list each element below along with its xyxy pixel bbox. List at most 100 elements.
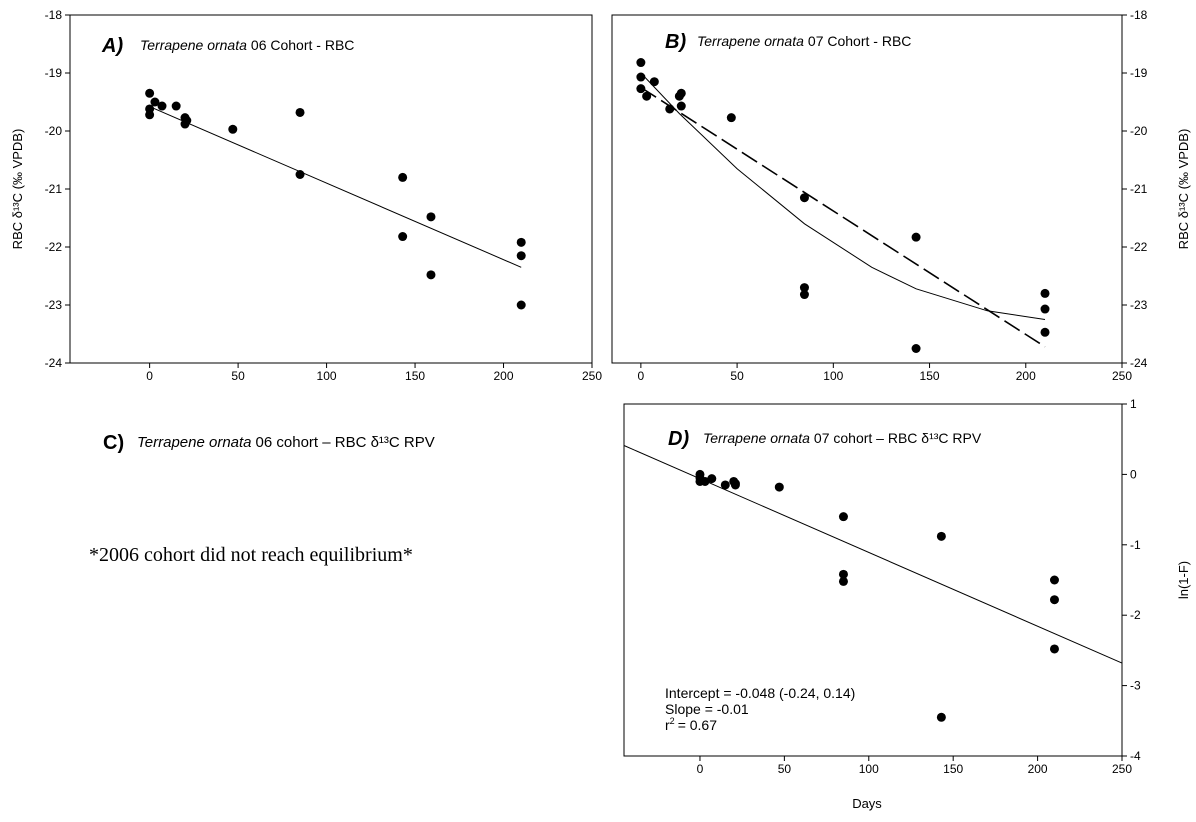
panel-a-marks: 0 50 100 150 200 250 -24 -23 -22 -21 -20 -19 -18 (45, 8, 603, 383)
x-tick-label: 200 (1016, 369, 1036, 383)
panel-d-species: Terrapene ornata (703, 430, 810, 446)
x-tick-label: 200 (494, 369, 514, 383)
y-tick-label: -18 (1130, 8, 1148, 22)
panel-d-ylabel: ln(1-F) (1176, 561, 1191, 599)
data-point (676, 88, 686, 98)
y-tick-label: -3 (1130, 679, 1141, 693)
data-point (1040, 327, 1050, 337)
y-tick-label: -24 (1130, 356, 1148, 370)
data-point (426, 270, 436, 280)
x-tick-label: 150 (920, 369, 940, 383)
fit-line-linear (640, 86, 1046, 348)
x-tick-label: 0 (638, 369, 645, 383)
y-tick-label: -1 (1130, 538, 1141, 552)
y-tick-label: -21 (1130, 182, 1148, 196)
data-point (182, 116, 192, 126)
data-point (676, 101, 686, 111)
panel-d-marks: 0 50 100 150 200 250-4 -3 -2 -1 0 1 (623, 397, 1141, 776)
fit-line-exponential (640, 72, 1046, 320)
x-tick-label: 150 (943, 762, 963, 776)
panel-d-title: Terrapene ornata 07 cohort – RBC δ¹³C RPV (703, 430, 982, 446)
data-point (774, 482, 784, 492)
data-point (1049, 575, 1059, 585)
fit-line-linear (149, 106, 522, 268)
y-tick-label: -23 (1130, 298, 1148, 312)
y-tick-label: -22 (45, 240, 63, 254)
data-point (720, 480, 730, 490)
data-point (228, 124, 238, 134)
data-point (642, 91, 652, 101)
x-tick-label: 150 (405, 369, 425, 383)
data-point (145, 88, 155, 98)
data-point (516, 237, 526, 247)
data-point (911, 344, 921, 353)
panel-a-letter: A) (101, 35, 123, 57)
data-point (636, 72, 646, 82)
panel-b-title-rest: 07 Cohort - RBC (808, 33, 911, 49)
x-tick-label: 100 (859, 762, 879, 776)
panel-c-title-rest: 06 cohort – RBC δ¹³C RPV (256, 434, 435, 451)
panel-c-note: *2006 cohort did not reach equilibrium* (89, 544, 413, 566)
chart-marks: 0 50 100 150 200 250-24-23-22-21-20-19-180 50 1… (45, 8, 1148, 776)
panel-d-letter: D) (668, 428, 689, 450)
panel-a-title-rest: 06 Cohort - RBC (251, 37, 354, 53)
data-point (838, 512, 848, 522)
y-tick-label: -20 (1130, 124, 1148, 138)
data-point (799, 193, 809, 203)
data-point (426, 212, 436, 222)
panel-d-frame (623, 403, 1123, 757)
x-tick-label: 250 (1112, 369, 1132, 383)
y-tick-label: -18 (45, 8, 63, 22)
y-tick-label: -4 (1130, 749, 1141, 763)
data-point (665, 104, 675, 114)
y-tick-label: 1 (1130, 397, 1137, 411)
panel-d-stat-r2: r2 = 0.67 (665, 716, 717, 733)
panel-d-stat-intercept: Intercept = -0.048 (-0.24, 0.14) (665, 685, 855, 701)
data-point (295, 170, 305, 179)
data-point (649, 77, 659, 87)
y-tick-label: -19 (1130, 66, 1148, 80)
panel-d-title-rest: 07 cohort – RBC δ¹³C RPV (814, 430, 982, 446)
data-point (936, 712, 946, 722)
panel-a-frame (69, 14, 593, 364)
x-tick-label: 0 (146, 369, 153, 383)
panel-a-species: Terrapene ornata (140, 37, 247, 53)
panel-b-title: Terrapene ornata 07 Cohort - RBC (697, 33, 911, 49)
data-point (1049, 595, 1059, 605)
panel-d-r2-superscript: 2 (670, 716, 675, 726)
y-tick-label: -2 (1130, 608, 1141, 622)
y-tick-label: -24 (45, 356, 63, 370)
panel-b-species: Terrapene ornata (697, 33, 804, 49)
panel-d-stat-slope: Slope = -0.01 (665, 701, 749, 717)
y-tick-label: 0 (1130, 467, 1137, 481)
data-point (838, 569, 848, 579)
panel-c-species: Terrapene ornata (137, 434, 252, 451)
data-point (636, 58, 646, 68)
data-point (1040, 288, 1050, 298)
data-point (1040, 304, 1050, 314)
panel-a-title: Terrapene ornata 06 Cohort - RBC (140, 37, 354, 53)
panel-b-marks: 0 50 100 150 200 250-24 -23 -22 -21 -20 -19 -18 (636, 8, 1148, 383)
x-tick-label: 100 (823, 369, 843, 383)
y-tick-label: -22 (1130, 240, 1148, 254)
x-tick-label: 50 (730, 369, 744, 383)
panel-d-r2-symbol: r (665, 717, 670, 733)
data-point (636, 84, 646, 94)
data-point (911, 232, 921, 242)
panel-b-letter: B) (665, 31, 686, 53)
data-point (936, 531, 946, 541)
data-point (516, 251, 526, 261)
panel-b: B) Terrapene ornata 07 Cohort - RBC RBC δ… (611, 14, 1191, 364)
y-tick-label: -21 (45, 182, 63, 196)
data-point (398, 172, 408, 182)
data-point (157, 101, 167, 111)
shared-x-axis-label: Days (852, 796, 882, 811)
data-point (700, 476, 710, 486)
data-point (398, 232, 408, 242)
panel-c-letter: C) (103, 432, 124, 454)
x-tick-label: 250 (1112, 762, 1132, 776)
data-point (799, 290, 809, 300)
data-point (799, 283, 809, 293)
y-tick-label: -19 (45, 66, 63, 80)
data-point (295, 107, 305, 117)
